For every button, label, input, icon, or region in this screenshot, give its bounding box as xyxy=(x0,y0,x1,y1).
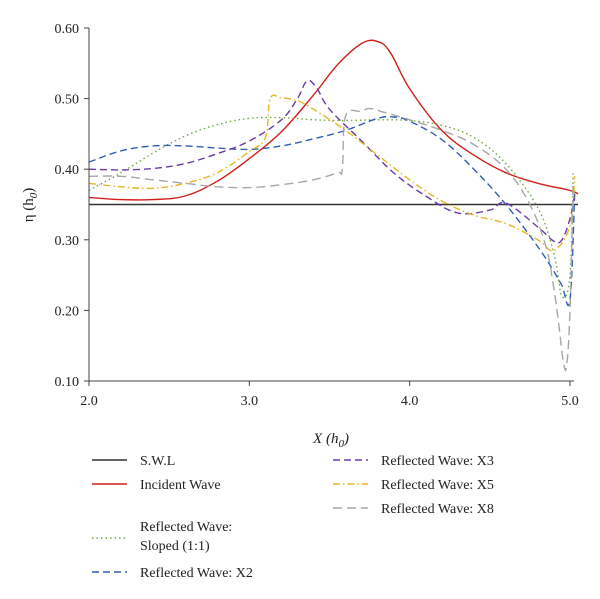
legend-label: Incident Wave xyxy=(140,478,221,493)
x-tick-label: 2.0 xyxy=(80,394,98,409)
series-line-3 xyxy=(88,115,576,307)
y-axis-title: η (h0) xyxy=(21,188,40,223)
legend-label: Reflected Wave: Sloped (1:1) xyxy=(140,520,232,554)
legend-label: S.W.L xyxy=(140,454,175,469)
legend-label: Reflected Wave: X3 xyxy=(381,454,494,469)
x-tick-label: 5.0 xyxy=(561,394,579,409)
x-tick-label: 3.0 xyxy=(241,394,259,409)
y-tick-label: 0.40 xyxy=(55,163,80,178)
x-tick-label: 4.0 xyxy=(401,394,419,409)
plot-area xyxy=(88,39,579,372)
y-tick-label: 0.60 xyxy=(55,22,80,37)
y-tick-label: 0.30 xyxy=(55,234,80,249)
legend-label: Reflected Wave: X8 xyxy=(381,502,494,517)
y-tick-label: 0.20 xyxy=(55,304,80,319)
legend-label: Reflected Wave: X5 xyxy=(381,478,494,493)
axes: 0.10 0.20 0.30 0.40 0.50 0.60 2.0 3.0 4.0 5.0 xyxy=(55,22,579,409)
y-tick-label: 0.50 xyxy=(55,93,80,108)
legend: S.W.L Incident Wave Reflected Wave: Sloped … xyxy=(92,454,494,581)
legend-label: Reflected Wave: X2 xyxy=(140,566,253,581)
series-line-2 xyxy=(88,116,574,299)
series-line-6 xyxy=(88,107,574,372)
series-line-1 xyxy=(88,39,579,201)
x-axis-title: X (h0) xyxy=(312,431,349,450)
series-line-5 xyxy=(88,94,576,252)
series-line-4 xyxy=(88,79,576,244)
y-tick-label: 0.10 xyxy=(55,375,80,390)
